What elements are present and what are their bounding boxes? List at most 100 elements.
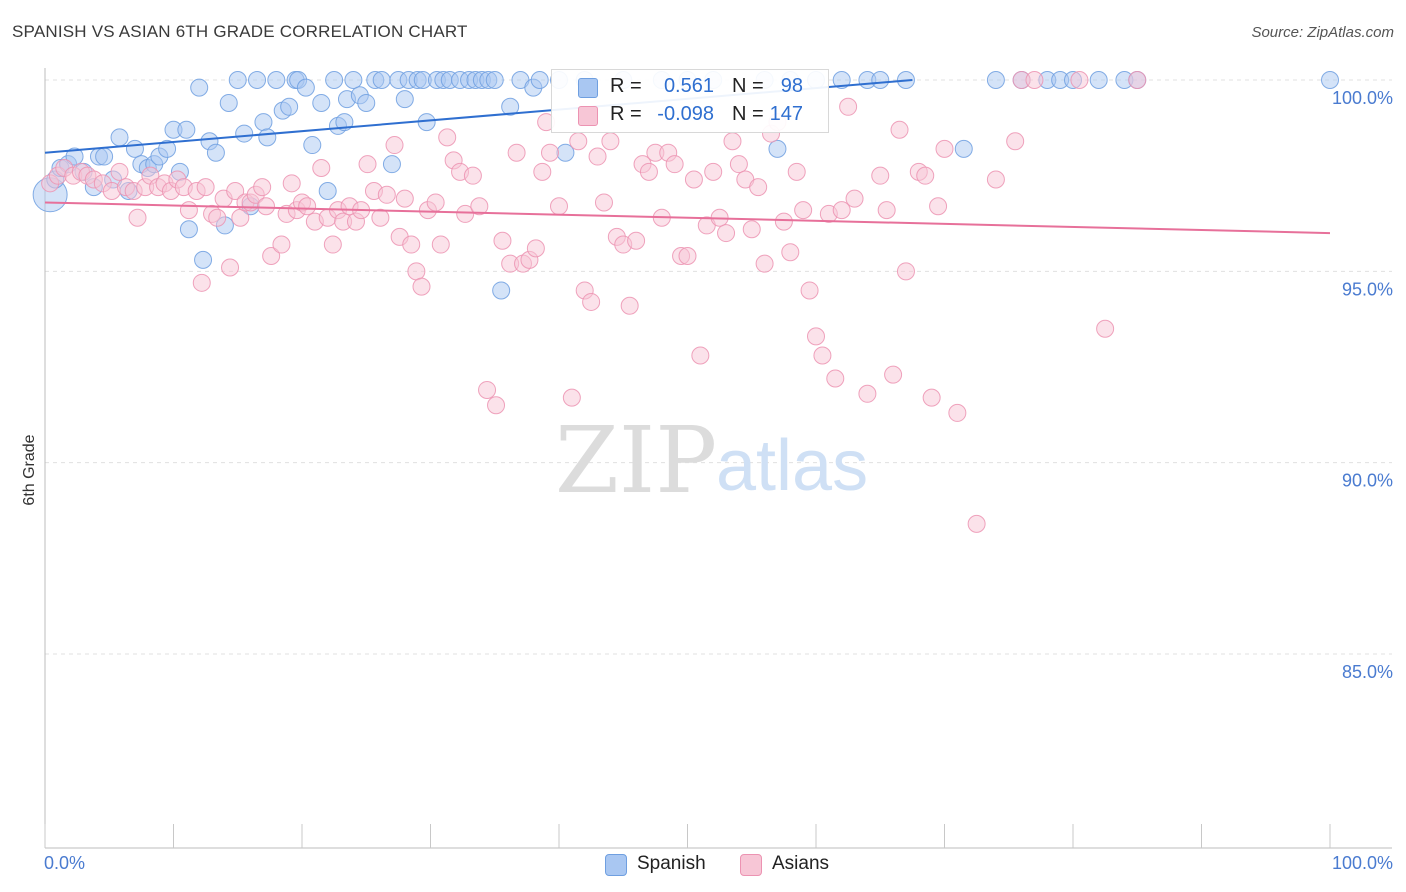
spanish-point: [248, 71, 267, 89]
asians-trend-line: [44, 201, 1331, 235]
chart-title: SPANISH VS ASIAN 6TH GRADE CORRELATION C…: [12, 22, 468, 41]
axes: 100.0% 95.0% 90.0% 85.0% 0.0% 100.0%: [44, 68, 1393, 873]
spanish-point: [372, 71, 391, 89]
asian-point: [877, 201, 896, 220]
spanish-point: [296, 78, 315, 97]
asian-point: [192, 273, 211, 292]
asian-point: [826, 369, 845, 388]
asian-point: [569, 132, 588, 151]
asian-point: [639, 162, 658, 181]
spanish-point: [530, 71, 549, 89]
legend-row-spanish: R = 0.561 N = 98: [552, 73, 828, 101]
spanish-point: [125, 139, 144, 158]
asian-point: [813, 346, 832, 365]
asian-point: [588, 147, 607, 166]
spanish-point: [312, 93, 331, 112]
spanish-point: [95, 147, 114, 166]
spanish-legend-swatch: [605, 854, 627, 876]
asian-point: [948, 403, 967, 422]
asian-point: [929, 197, 948, 216]
asian-point: [691, 346, 710, 365]
y-tick-label: 90.0%: [1342, 471, 1393, 491]
spanish-point: [303, 136, 322, 155]
spanish-point: [1089, 71, 1108, 89]
spanish-point: [485, 71, 504, 89]
n-label: N =: [732, 75, 764, 97]
spanish-point: [344, 71, 363, 89]
asian-point: [358, 155, 377, 174]
asian-point: [470, 197, 489, 216]
spanish-point: [832, 71, 851, 89]
asian-point: [456, 204, 475, 223]
asian-point: [298, 197, 317, 216]
watermark-atlas: atlas: [716, 426, 868, 506]
spanish-point: [179, 220, 198, 239]
spanish-point: [325, 71, 344, 89]
asian-point: [407, 262, 426, 281]
spanish-point: [177, 120, 196, 139]
asians-legend-swatch: [740, 854, 762, 876]
asian-point: [550, 197, 568, 216]
asian-point: [478, 380, 497, 399]
asian-point: [312, 159, 331, 178]
x-tick-label: 100.0%: [1332, 853, 1393, 873]
asian-point: [704, 162, 723, 181]
asian-point: [487, 396, 506, 415]
asian-point: [935, 139, 954, 158]
asian-point: [231, 208, 250, 227]
asian-point: [794, 201, 813, 220]
asian-point: [562, 388, 581, 407]
asian-point: [226, 181, 245, 200]
spanish-point: [768, 139, 787, 158]
asian-point: [196, 178, 215, 197]
spanish-point: [258, 128, 277, 147]
asian-point: [781, 243, 800, 262]
asian-point: [627, 231, 646, 250]
asian-point: [1096, 319, 1115, 338]
asian-point: [729, 155, 748, 174]
spanish-point: [501, 97, 520, 116]
asian-point: [1070, 71, 1089, 89]
asians-swatch: [578, 106, 598, 126]
asian-point: [967, 514, 986, 533]
y-axis-label: 6th Grade: [21, 434, 38, 505]
spanish-point: [158, 139, 177, 158]
n-value: 147: [769, 103, 803, 125]
spanish-point: [871, 71, 890, 89]
spanish-point: [382, 155, 401, 174]
spanish-point: [65, 147, 84, 166]
asian-point: [526, 239, 545, 258]
spanish-point: [194, 250, 213, 269]
asian-point: [922, 388, 941, 407]
spanish-point: [267, 71, 286, 89]
legend-item-spanish[interactable]: Spanish: [605, 852, 715, 878]
asian-point: [890, 120, 909, 139]
asian-point: [438, 128, 457, 147]
spanish-point: [254, 113, 273, 132]
spanish-point: [1321, 71, 1339, 89]
asian-point: [402, 235, 421, 254]
watermark-zip: ZIP: [555, 407, 717, 514]
asian-point: [208, 208, 227, 227]
asian-point: [832, 201, 851, 220]
asian-point: [426, 193, 445, 212]
source-attribution: Source: ZipAtlas.com: [1251, 24, 1394, 41]
asian-point: [807, 327, 825, 346]
n-value: 98: [780, 75, 803, 97]
asian-point: [371, 208, 390, 227]
n-label: N =: [732, 103, 764, 125]
legend-item-asians[interactable]: Asians: [740, 852, 840, 878]
spanish-point: [206, 143, 225, 162]
asian-point: [395, 189, 414, 208]
asian-point: [916, 166, 935, 185]
y-tick-label: 100.0%: [1332, 88, 1393, 108]
asian-point: [533, 162, 552, 181]
spanish-point: [395, 90, 414, 109]
asian-point: [282, 174, 301, 193]
asian-point: [665, 155, 684, 174]
legend-row-asians: R = -0.098 N = 147: [552, 101, 828, 129]
asian-point: [601, 132, 620, 151]
spanish-point: [235, 124, 254, 143]
asian-point: [1006, 132, 1025, 151]
